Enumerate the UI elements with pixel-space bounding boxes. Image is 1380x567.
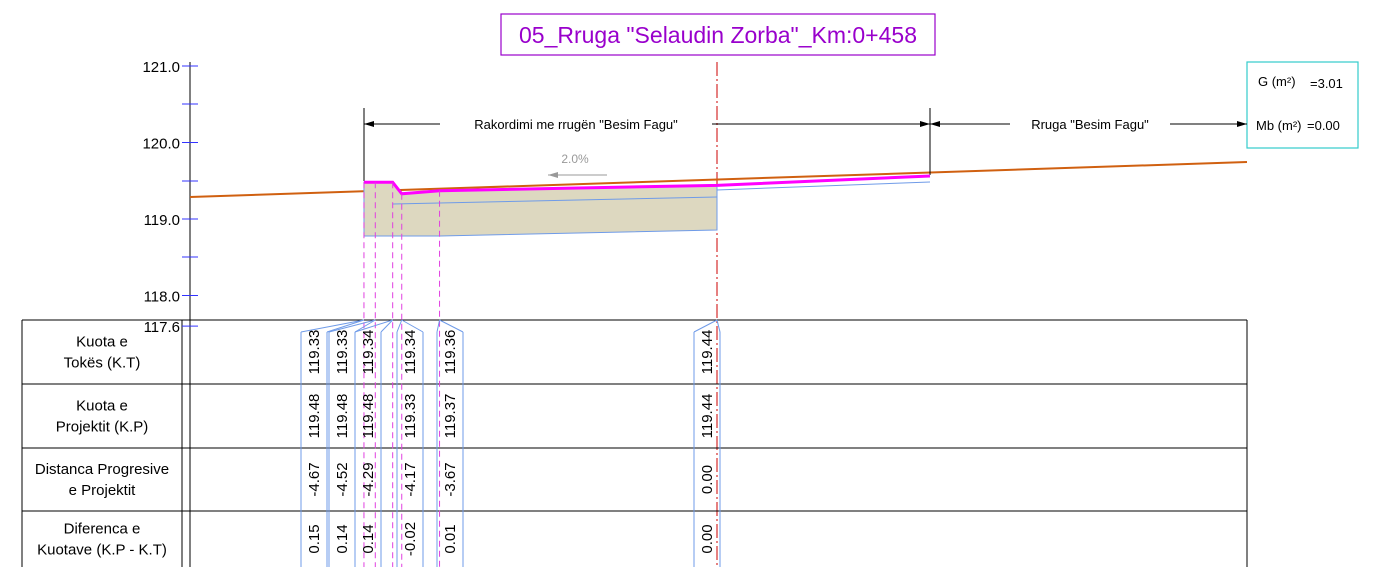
leader (439, 319, 464, 333)
cell-value: 0.00 (699, 524, 716, 553)
cell-value: 119.44 (699, 394, 716, 439)
layer-line (392, 196, 718, 205)
ground-line (189, 161, 1248, 198)
cell-value: 119.44 (699, 330, 716, 375)
leader (693, 319, 718, 333)
tick-label: 118.0 (144, 289, 180, 306)
cell-value: -3.67 (442, 462, 459, 496)
tick-label: 117.6 (144, 319, 180, 336)
leader (354, 319, 393, 333)
cell-value: 119.33 (334, 330, 351, 375)
cell-value: 119.48 (360, 394, 377, 439)
slope-label: 2.0% (561, 152, 589, 166)
g-label: G (m²) (1258, 74, 1296, 89)
areas-box (1246, 61, 1359, 149)
cell-value: 0.14 (360, 524, 377, 553)
cell-value: 0.00 (699, 465, 716, 494)
row-label: Distanca Progresive (35, 461, 169, 478)
table-frame (21, 319, 1248, 567)
row-label: Kuotave (K.P - K.T) (37, 542, 167, 559)
g-value: =3.01 (1310, 76, 1343, 91)
leader (436, 319, 441, 333)
cell-value: -4.52 (334, 462, 351, 496)
road-edge (716, 181, 931, 191)
leader (401, 319, 424, 333)
leader (396, 319, 403, 333)
cell-value: 0.01 (442, 524, 459, 553)
leader (328, 319, 376, 333)
cell-value: 119.37 (442, 394, 459, 439)
row-label: Kuota e (76, 334, 128, 351)
mb-value: =0.00 (1307, 118, 1340, 133)
leader (380, 319, 394, 333)
row-label: Kuota e (76, 398, 128, 415)
leader (326, 319, 365, 333)
title: 05_Rruga "Selaudin Zorba"_Km:0+458 (519, 22, 917, 48)
leader (716, 319, 721, 333)
cell-value: 119.48 (306, 394, 323, 439)
row-label: e Projektit (69, 482, 137, 499)
tick-label: 120.0 (142, 136, 180, 153)
leader (300, 319, 365, 333)
cell-value: 119.36 (442, 330, 459, 375)
row-label: Tokës (K.T) (64, 355, 141, 372)
cell-value: -4.67 (306, 462, 323, 496)
connection-label: Rakordimi me rrugën "Besim Fagu" (474, 117, 678, 132)
tick-label: 121.0 (142, 59, 180, 76)
row-label: Diferenca e (64, 521, 141, 538)
cell-value: 119.48 (334, 394, 351, 439)
leader (354, 319, 376, 333)
cell-value: 119.34 (402, 330, 419, 375)
cell-value: -4.17 (402, 462, 419, 496)
tick-label: 119.0 (144, 212, 180, 229)
cell-value: 0.15 (306, 524, 323, 553)
title-box (500, 13, 936, 56)
cell-value: 119.34 (360, 330, 377, 375)
cell-value: -4.29 (360, 462, 377, 496)
cell-value: -0.02 (402, 522, 419, 556)
cell-value: 119.33 (306, 330, 323, 375)
row-label: Projektit (K.P) (56, 419, 149, 436)
mb-label: Mb (m²) (1256, 118, 1302, 133)
road-label: Rruga "Besim Fagu" (1031, 117, 1149, 132)
cell-value: 119.33 (402, 394, 419, 439)
cell-value: 0.14 (334, 524, 351, 553)
